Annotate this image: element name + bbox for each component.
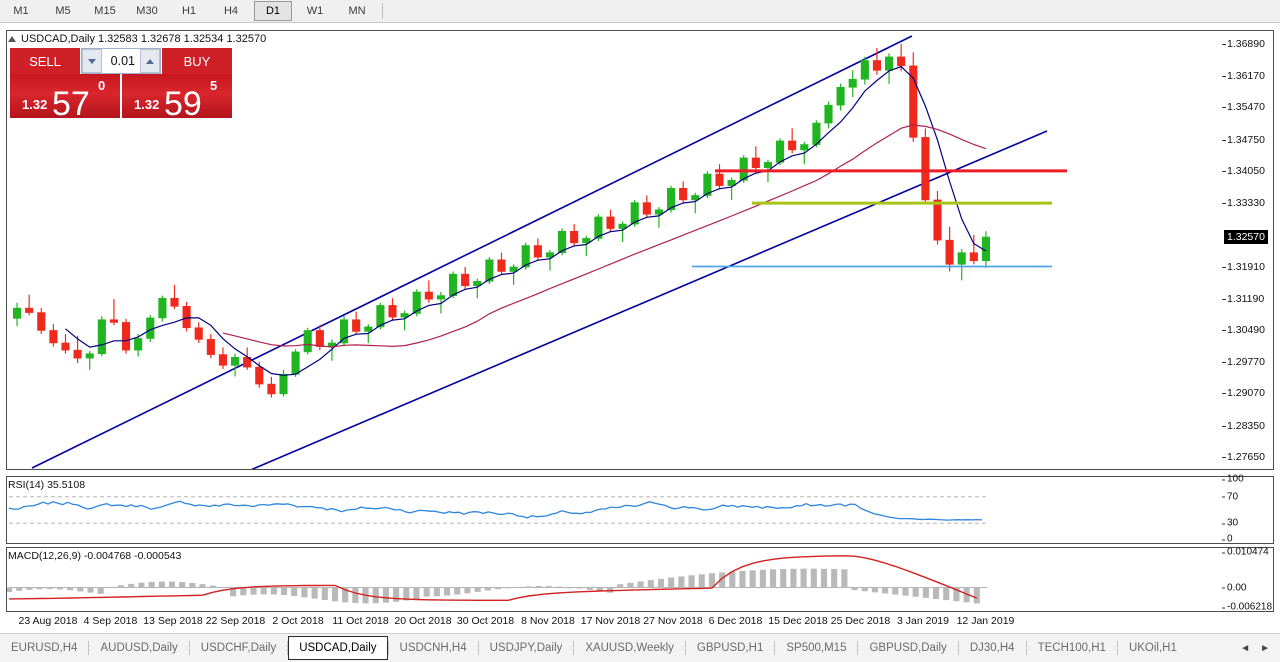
moving-average-fast [65,65,987,376]
candlestick-series [13,43,990,398]
tab-divider [1116,641,1118,655]
date-tick: 2 Oct 2018 [272,615,324,627]
price-chart-canvas[interactable] [7,31,1273,469]
date-tick: 6 Dec 2018 [708,615,763,627]
volume-spinner[interactable]: 0.01 [81,48,161,74]
chart-tab-gbpusd-h1[interactable]: GBPUSD,H1 [696,642,764,654]
date-tick: 8 Nov 2018 [521,615,575,627]
date-tick: 20 Oct 2018 [394,615,452,627]
rsi-label: RSI(14) 35.5108 [8,479,86,491]
buy-price-main: 59 [164,85,202,118]
chart-tab-gbpusd-daily[interactable]: GBPUSD,Daily [869,642,947,654]
date-tick: 3 Jan 2019 [897,615,949,627]
rsi-line [8,500,983,521]
timeframe-button-m1[interactable]: M1 [13,5,29,17]
date-axis: 23 Aug 2018 4 Sep 2018 13 Sep 2018 22 Sep 2… [6,613,1274,631]
chart-tab-tech100-h1[interactable]: TECH100,H1 [1037,642,1106,654]
tab-divider [857,641,859,655]
date-tick: 22 Sep 2018 [205,615,266,627]
chart-tab-usdcad-daily[interactable]: USDCAD,Daily [288,636,388,660]
timeframe-button-d1[interactable]: D1 [254,1,292,21]
tab-divider [477,641,479,655]
timeframe-button-m5[interactable]: M5 [55,5,71,17]
tab-divider [684,641,686,655]
triangle-up-icon[interactable] [8,36,16,42]
date-tick: 13 Sep 2018 [143,615,203,627]
chart-tab-bar: EURUSD,H4 AUDUSD,Daily USDCHF,Daily USDCAD,… [0,633,1280,662]
date-tick: 25 Dec 2018 [830,615,891,627]
timeframe-toolbar: M1 M5 M15 M30 H1 H4 D1 W1 MN [0,0,1280,23]
macd-signal-line [8,555,978,601]
macd-canvas [7,555,987,604]
volume-decrease-button[interactable] [82,49,102,73]
sell-price-prefix: 1.32 [22,97,48,112]
chart-tab-dj30-h4[interactable]: DJ30,H4 [969,642,1015,654]
volume-input[interactable]: 0.01 [102,49,140,73]
timeframe-button-m15[interactable]: M15 [94,5,116,17]
timeframe-button-m30[interactable]: M30 [136,5,158,17]
volume-increase-button[interactable] [140,49,160,73]
chart-tab-usdchf-daily[interactable]: USDCHF,Daily [200,642,277,654]
date-tick: 27 Nov 2018 [643,615,703,627]
tab-divider [188,641,190,655]
date-tick: 15 Dec 2018 [768,615,828,627]
tab-scroll-prev-icon[interactable]: ◄ [1240,642,1251,654]
rsi-canvas [8,496,987,524]
sell-price-fraction: 0 [98,78,106,93]
caret-up-icon [146,58,154,64]
sell-button[interactable]: SELL [10,48,80,74]
timeframe-button-w1[interactable]: W1 [306,5,324,17]
macd-panel[interactable] [6,547,1274,612]
toolbar-divider [382,3,383,19]
caret-down-icon [88,58,96,64]
date-tick: 11 Oct 2018 [332,615,389,627]
chart-tab-ukoil-h1[interactable]: UKOil,H1 [1128,642,1177,654]
date-tick: 30 Oct 2018 [456,615,515,627]
tab-divider [387,641,389,655]
channel-lower-line [250,130,1048,469]
date-tick: 23 Aug 2018 [18,615,78,627]
one-click-trading-panel[interactable]: SELL 0.01 BUY 1.32 57 0 1.32 59 5 [10,48,232,118]
chart-title-bar: USDCAD,Daily 1.32583 1.32678 1.32534 1.3… [8,31,266,47]
buy-price-fraction: 5 [210,78,218,93]
chart-tab-audusd-daily[interactable]: AUDUSD,Daily [100,642,178,654]
date-tick: 17 Nov 2018 [580,615,641,627]
channel-upper-line [31,35,913,469]
buy-price-quote[interactable]: 1.32 59 5 [122,74,232,118]
chart-tab-xauusd-weekly[interactable]: XAUUSD,Weekly [585,642,674,654]
tab-divider [774,641,776,655]
chart-tab-sp500-m15[interactable]: SP500,M15 [786,642,847,654]
timeframe-button-h4[interactable]: H4 [223,5,239,17]
chart-tab-eurusd-h4[interactable]: EURUSD,H4 [11,642,78,654]
moving-average-slow [222,124,987,348]
tab-divider [573,641,575,655]
macd-label: MACD(12,26,9) -0.004768 -0.000543 [8,550,182,562]
rsi-panel[interactable] [6,476,1274,544]
tab-scroll-controls: ◄ ► [1240,643,1280,654]
timeframe-button-h1[interactable]: H1 [181,5,197,17]
chart-tab-usdjpy-daily[interactable]: USDJPY,Daily [489,642,563,654]
macd-histogram [7,568,980,604]
date-tick: 12 Jan 2019 [956,615,1015,627]
sell-price-quote[interactable]: 1.32 57 0 [10,74,120,118]
chart-tab-usdcnh-h4[interactable]: USDCNH,H4 [399,642,467,654]
chart-symbol-ohlc: USDCAD,Daily 1.32583 1.32678 1.32534 1.3… [21,33,267,45]
sell-price-main: 57 [52,85,90,118]
ticket-top-row: SELL 0.01 BUY [10,48,232,74]
timeframe-button-mn[interactable]: MN [348,5,366,17]
buy-price-prefix: 1.32 [134,97,160,112]
price-chart-panel[interactable] [6,30,1274,470]
ticket-price-row: 1.32 57 0 1.32 59 5 [10,74,232,118]
buy-button[interactable]: BUY [162,48,232,74]
date-tick: 4 Sep 2018 [83,615,138,627]
tab-divider [88,641,90,655]
tab-divider [1025,641,1027,655]
tab-divider [957,641,959,655]
tab-scroll-next-icon[interactable]: ► [1260,642,1270,654]
tab-divider [287,641,289,655]
